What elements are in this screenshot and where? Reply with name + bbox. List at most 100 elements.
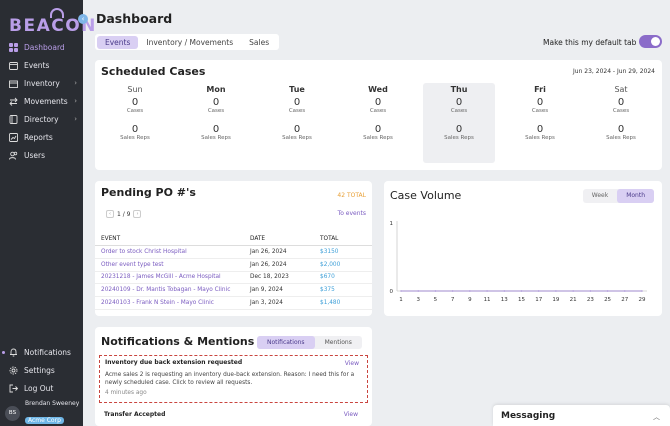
sidebar-item-reports[interactable]: Reports xyxy=(0,128,83,146)
calendar-icon xyxy=(8,60,18,70)
event-total: $3150 xyxy=(320,248,339,255)
avatar: BS xyxy=(5,405,20,421)
rep-count: 0 xyxy=(212,124,220,135)
day-name: Sat xyxy=(614,85,628,94)
page-title: Dashboard xyxy=(96,11,173,26)
event-link[interactable]: 20240109 - Dr. Mantis Tobagan - Mayo Cli… xyxy=(101,287,231,294)
table-row[interactable]: 20240103 - Frank N Stein - Mayo Clinic Ja… xyxy=(95,297,372,310)
period-toggle: Week Month xyxy=(582,189,654,203)
notification-title[interactable]: Transfer Accepted xyxy=(104,411,166,418)
tab-week[interactable]: Week xyxy=(591,192,609,199)
data-point xyxy=(624,290,626,292)
day-column: Mon 0 Cases 0 Sales Reps xyxy=(180,83,252,163)
chevron-right-icon: › xyxy=(74,97,77,105)
chevron-up-icon[interactable]: ︿ xyxy=(653,413,660,421)
x-tick-label: 1 xyxy=(399,297,403,303)
x-tick-label: 3 xyxy=(416,297,420,303)
case-caption: Cases xyxy=(126,108,144,114)
day-name: Wed xyxy=(368,85,388,94)
sidebar-item-label: Users xyxy=(24,150,46,160)
tab-sales[interactable]: Sales xyxy=(249,37,270,47)
data-point xyxy=(538,290,540,292)
table-row[interactable]: Order to stock Christ Hospital Jan 26, 20… xyxy=(95,246,372,259)
x-tick-label: 19 xyxy=(552,297,559,303)
sidebar-item-directory[interactable]: Directory › xyxy=(0,110,83,128)
table-header: EVENT DATE TOTAL xyxy=(95,233,372,246)
day-column: Fri 0 Cases 0 Sales Reps xyxy=(504,83,576,163)
x-tick-label: 23 xyxy=(587,297,594,303)
logo[interactable]: BEACON xyxy=(7,8,95,38)
case-volume-card: Case Volume Week Month 0 1 1 3 5 7 9 11 13 15 17 19… xyxy=(384,181,662,316)
view-link[interactable]: View xyxy=(344,360,359,367)
event-link[interactable]: Other event type test xyxy=(101,261,164,268)
sidebar-item-inventory[interactable]: Inventory › xyxy=(0,74,83,92)
case-caption: Cases xyxy=(288,108,306,114)
tab-mentions[interactable]: Mentions xyxy=(324,339,352,346)
case-count: 0 xyxy=(131,97,139,108)
user-org-badge: Acme Corp xyxy=(25,417,64,424)
rep-caption: Sales Reps xyxy=(201,135,231,141)
table-row[interactable]: Other event type test Jan 26, 2024 $2,000 xyxy=(95,259,372,272)
day-name: Mon xyxy=(206,85,226,94)
chart-icon xyxy=(8,132,18,142)
default-tab-toggle[interactable] xyxy=(639,35,662,48)
x-tick-label: 25 xyxy=(604,297,611,303)
table-row[interactable]: 20231218 - James McGill - Acme Hospital D… xyxy=(95,272,372,285)
day-name: Sun xyxy=(127,85,143,94)
sidebar-item-users[interactable]: Users xyxy=(0,146,83,164)
case-count: 0 xyxy=(455,97,463,108)
card-title: Pending PO #'s xyxy=(101,186,196,199)
day-column: Wed 0 Cases 0 Sales Reps xyxy=(342,83,414,163)
collapse-sidebar-button[interactable]: ‹ xyxy=(78,14,88,24)
tab-events[interactable]: Events xyxy=(97,35,139,49)
sidebar-item-movements[interactable]: Movements › xyxy=(0,92,83,110)
user-profile[interactable]: BS Brendan Sweeney Acme Corp xyxy=(0,400,83,426)
event-total: $670 xyxy=(320,274,335,281)
grid-icon xyxy=(8,42,18,52)
event-link[interactable]: Order to stock Christ Hospital xyxy=(101,248,187,255)
sidebar-item-label: Notifications xyxy=(24,347,71,357)
logo-text: BEACON xyxy=(9,16,97,36)
arrows-icon xyxy=(8,96,18,106)
day-name: Thu xyxy=(450,85,468,94)
notification-item[interactable]: Inventory due back extension requested V… xyxy=(99,355,368,403)
sidebar-item-label: Dashboard xyxy=(24,42,65,52)
prev-page-button[interactable]: ‹ xyxy=(106,210,114,218)
bell-icon xyxy=(8,347,18,357)
x-tick-label: 27 xyxy=(621,297,628,303)
chevron-right-icon: › xyxy=(74,79,77,87)
notification-title: Inventory due back extension requested xyxy=(105,359,243,366)
sidebar-item-notifications[interactable]: Notifications xyxy=(0,343,83,361)
sidebar-item-dashboard[interactable]: Dashboard xyxy=(0,38,83,56)
data-point xyxy=(400,290,402,292)
users-icon xyxy=(8,150,18,160)
event-link[interactable]: 20240103 - Frank N Stein - Mayo Clinic xyxy=(101,300,214,307)
day-name: Tue xyxy=(289,85,305,94)
x-tick-label: 11 xyxy=(484,297,491,303)
rep-count: 0 xyxy=(455,124,463,135)
x-tick-label: 5 xyxy=(434,297,438,303)
dashboard-tabs: Events Inventory / Movements Sales xyxy=(95,34,280,50)
view-link[interactable]: View xyxy=(343,411,358,418)
tab-inventory-movements[interactable]: Inventory / Movements xyxy=(146,37,234,47)
user-name: Brendan Sweeney xyxy=(25,400,80,407)
sidebar-item-settings[interactable]: Settings xyxy=(0,361,83,379)
sidebar-item-logout[interactable]: Log Out xyxy=(0,379,83,397)
day-column: Thu 0 Cases 0 Sales Reps xyxy=(423,83,495,163)
data-point xyxy=(606,290,609,292)
next-page-button[interactable]: › xyxy=(133,210,142,218)
data-point xyxy=(641,290,643,292)
data-point xyxy=(572,290,574,292)
event-date: Jan 26, 2024 xyxy=(250,261,287,268)
pager: ‹ 1 / 9 › xyxy=(103,210,144,218)
sidebar-item-events[interactable]: Events xyxy=(0,56,83,74)
tab-notifications[interactable]: Notifications xyxy=(257,336,315,349)
messaging-panel[interactable]: Messaging ︿ xyxy=(493,405,670,426)
data-point xyxy=(589,290,591,292)
case-caption: Cases xyxy=(450,108,468,114)
event-link[interactable]: 20231218 - James McGill - Acme Hospital xyxy=(101,274,221,281)
table-row[interactable]: 20240109 - Dr. Mantis Tobagan - Mayo Cli… xyxy=(95,284,372,298)
to-events-link[interactable]: To events xyxy=(337,210,366,217)
tab-month[interactable]: Month xyxy=(617,189,654,203)
scheduled-cases-card: Scheduled Cases Jun 23, 2024 - Jun 29, 2… xyxy=(95,60,662,170)
